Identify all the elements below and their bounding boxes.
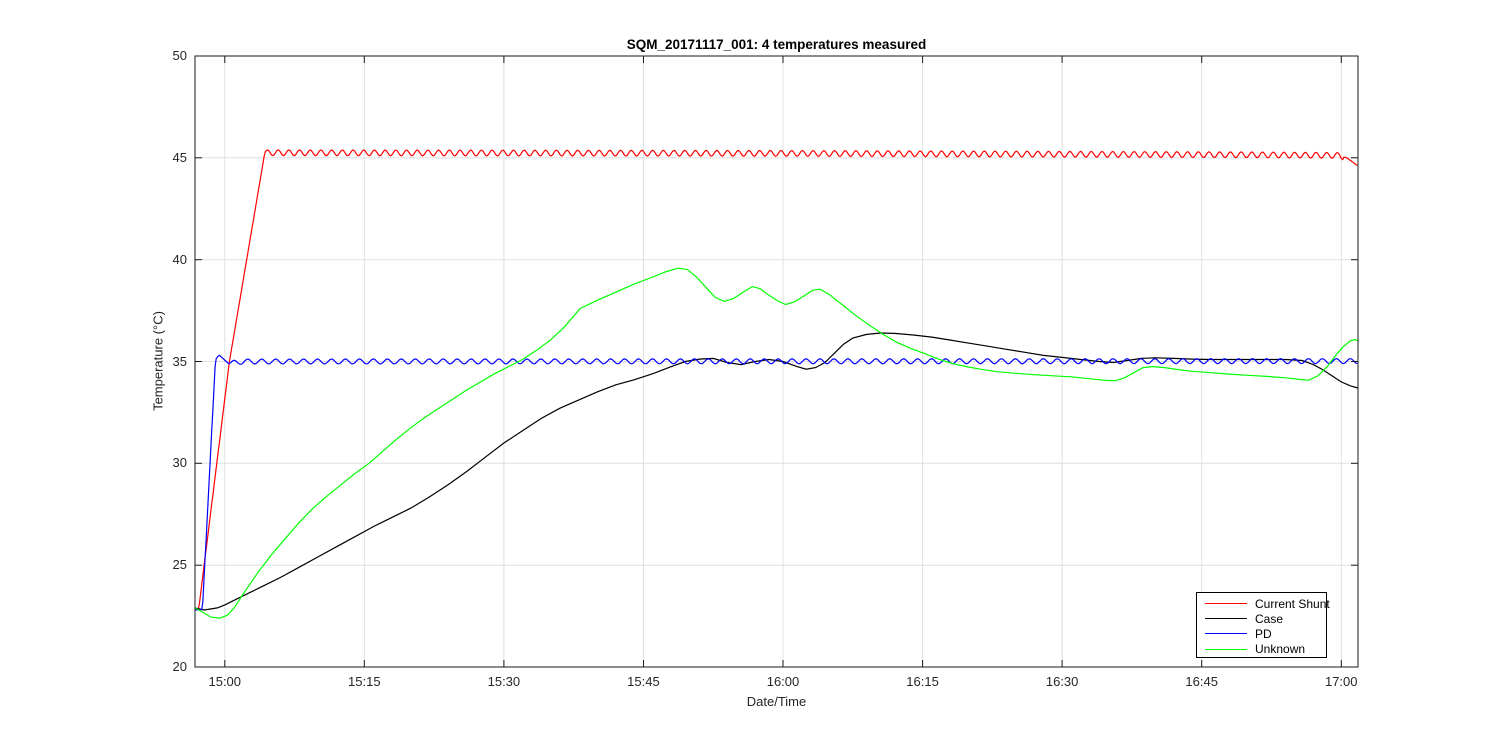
y-tick-label: 30 [172,455,187,471]
series-current-shunt [195,149,1358,611]
x-tick-label: 15:45 [627,674,660,689]
x-tick-label: 15:30 [487,674,521,689]
series-case [195,332,1358,611]
legend-item-label: PD [1255,626,1272,641]
series-unknown [195,267,1358,619]
legend-item: Unknown [1197,642,1326,657]
legend-line-sample [1205,648,1247,650]
series-pd [195,354,1358,611]
chart-title: SQM_20171117_001: 4 temperatures measure… [626,37,927,52]
y-tick-label: 25 [172,557,187,573]
x-tick-label: 15:15 [348,674,381,689]
legend-item: PD [1197,626,1326,641]
x-tick-label: 16:15 [906,674,939,689]
y-tick-label: 45 [172,149,187,165]
y-tick-label: 40 [172,251,187,267]
legend-item-label: Unknown [1255,642,1306,657]
legend-line-sample [1205,618,1247,620]
y-tick-label: 20 [172,659,187,674]
legend-item-label: Case [1255,611,1284,626]
legend-item: Current Shunt [1197,596,1330,611]
legend-line-sample [1205,633,1247,635]
legend-item-label: Current Shunt [1255,596,1330,611]
legend: Current Shunt Case PD Unknown [1196,592,1330,658]
x-tick-label: 16:30 [1045,674,1079,689]
x-tick-label: 16:00 [766,674,800,689]
legend-item: Case [1197,611,1326,626]
y-tick-label: 50 [172,48,187,63]
legend-line-sample [1205,603,1247,605]
y-tick-label: 35 [172,353,187,369]
x-axis-label: Date/Time [746,694,807,709]
x-tick-label: 15:00 [208,674,242,689]
x-tick-label: 17:00 [1324,674,1358,689]
x-tick-label: 16:45 [1185,674,1218,689]
